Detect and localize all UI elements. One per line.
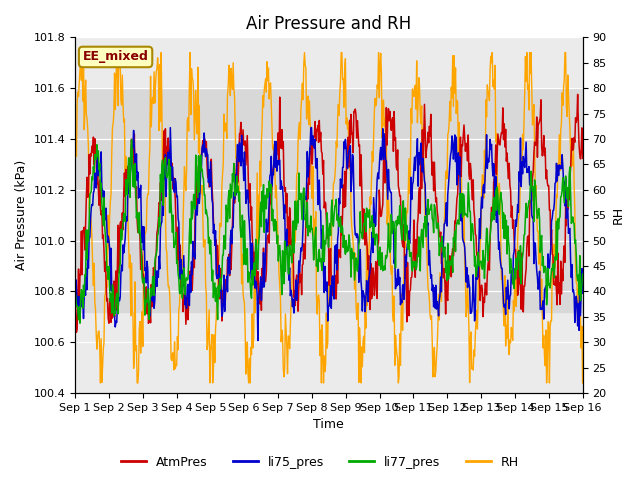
- X-axis label: Time: Time: [314, 419, 344, 432]
- Text: EE_mixed: EE_mixed: [83, 50, 148, 63]
- Y-axis label: RH: RH: [612, 206, 625, 224]
- Bar: [75, 88, 582, 312]
- Y-axis label: Air Pressure (kPa): Air Pressure (kPa): [15, 160, 28, 270]
- Legend: AtmPres, li75_pres, li77_pres, RH: AtmPres, li75_pres, li77_pres, RH: [116, 451, 524, 474]
- Title: Air Pressure and RH: Air Pressure and RH: [246, 15, 412, 33]
